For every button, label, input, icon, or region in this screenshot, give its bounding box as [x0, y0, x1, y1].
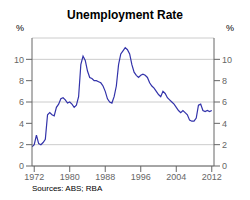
- svg-text:2012: 2012: [202, 172, 222, 182]
- svg-text:10: 10: [222, 55, 232, 65]
- svg-text:2004: 2004: [166, 172, 186, 182]
- svg-text:6: 6: [19, 97, 24, 107]
- svg-text:0: 0: [19, 161, 24, 171]
- svg-text:0: 0: [222, 161, 227, 171]
- svg-text:6: 6: [222, 97, 227, 107]
- html-text:Sources: ABS; RBA: Sources: ABS; RBA: [32, 184, 103, 193]
- svg-text:4: 4: [19, 119, 24, 129]
- svg-text:1996: 1996: [131, 172, 151, 182]
- svg-text:8: 8: [19, 76, 24, 86]
- svg-text:10: 10: [14, 55, 24, 65]
- svg-text:1988: 1988: [95, 172, 115, 182]
- svg-text:8: 8: [222, 76, 227, 86]
- svg-text:1980: 1980: [60, 172, 80, 182]
- svg-text:2: 2: [19, 140, 24, 150]
- svg-text:4: 4: [222, 119, 227, 129]
- svg-text:1972: 1972: [24, 172, 44, 182]
- html-text:Unemployment Rate: Unemployment Rate: [67, 8, 183, 22]
- svg-text:2: 2: [222, 140, 227, 150]
